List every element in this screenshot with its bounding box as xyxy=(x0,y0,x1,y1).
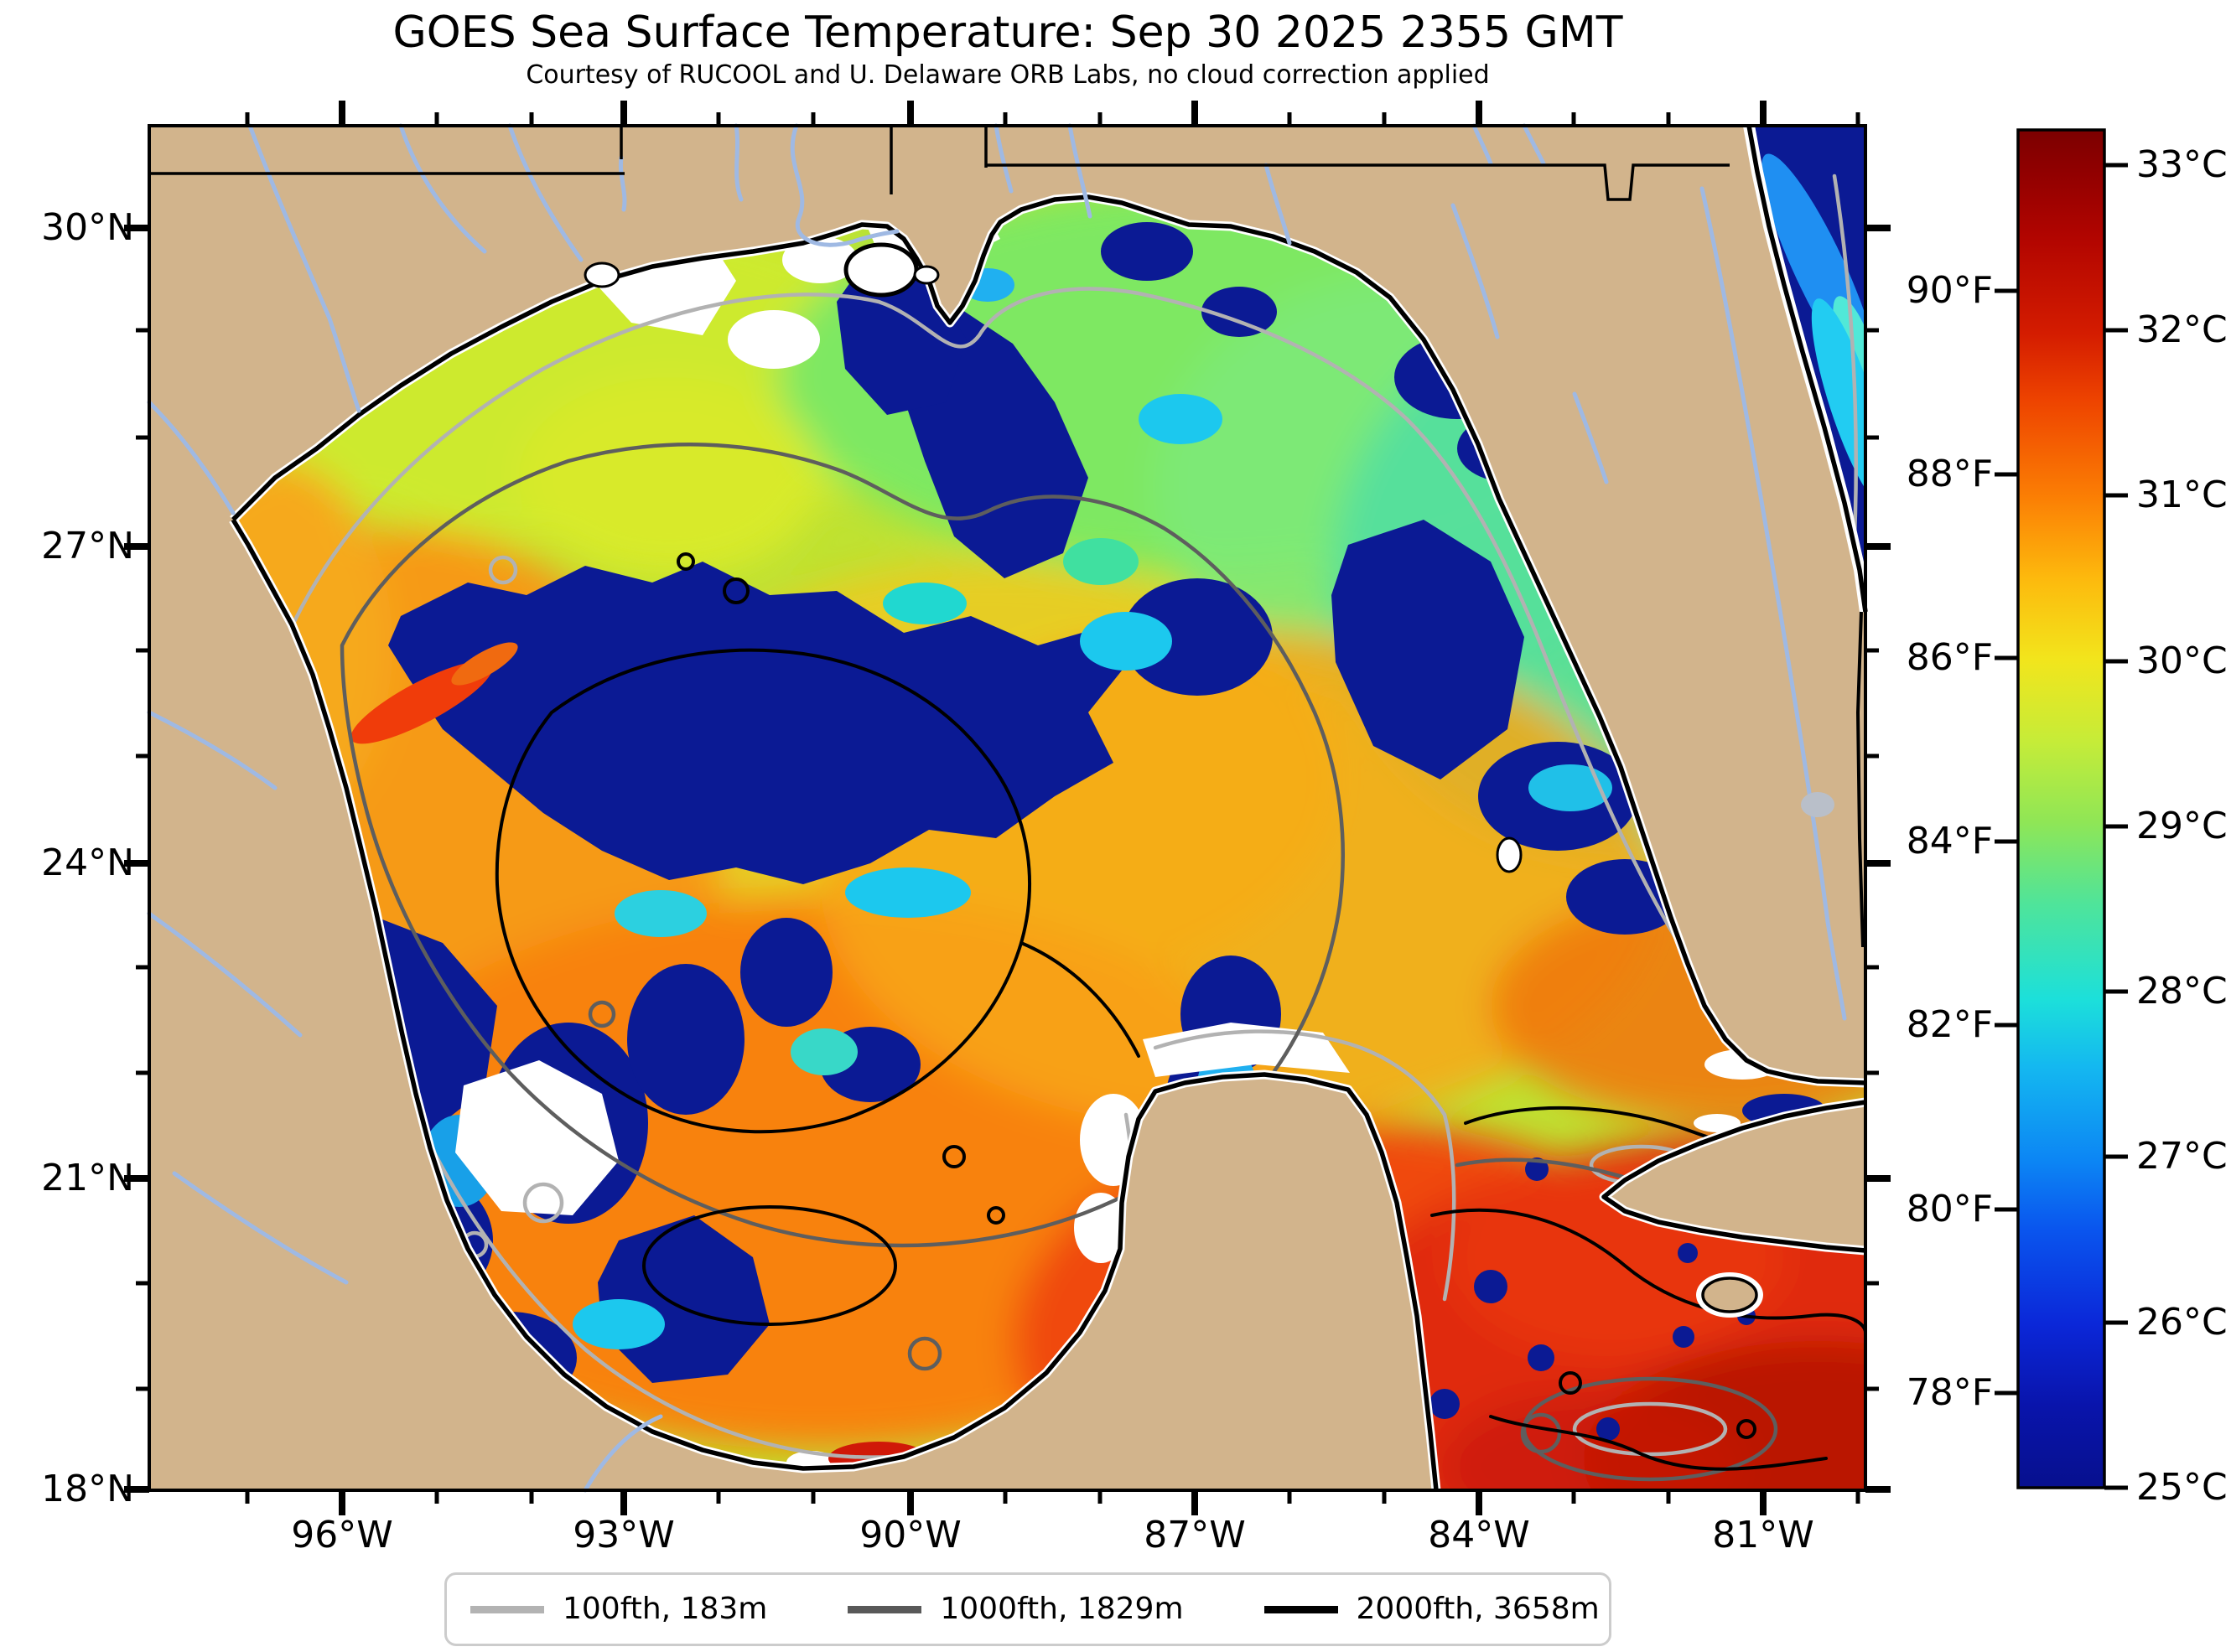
coast-edge-sliver xyxy=(1855,611,1865,948)
colorbar-fahrenheit-label: 78°F xyxy=(1906,1371,1993,1414)
lon-tick-label: 96°W xyxy=(291,1514,393,1556)
colorbar-fahrenheit-label: 90°F xyxy=(1906,269,1993,312)
lat-tick-label: 27°N xyxy=(41,525,134,567)
figure-title: GOES Sea Surface Temperature: Sep 30 202… xyxy=(392,8,1623,58)
lat-tick-label: 18°N xyxy=(41,1468,134,1510)
legend-item-1000fth: 1000fth, 1829m xyxy=(848,1591,1184,1628)
legend-item-100fth: 100fth, 183m xyxy=(470,1591,767,1628)
contour-100fth-line-sample xyxy=(470,1605,544,1613)
lon-tick-label: 81°W xyxy=(1712,1514,1814,1556)
galveston-bay xyxy=(584,262,620,288)
lon-tick-label: 84°W xyxy=(1428,1514,1530,1556)
colorbar-celsius-label: 26°C xyxy=(2136,1301,2228,1344)
legend-item-2000fth: 2000fth, 3658m xyxy=(1263,1591,1600,1628)
lon-tick-label: 93°W xyxy=(573,1514,675,1556)
lat-tick-label: 21°N xyxy=(41,1157,134,1199)
lake-okeechobee xyxy=(1801,792,1834,817)
rivers xyxy=(147,123,1847,1493)
colorbar-celsius-label: 30°C xyxy=(2136,640,2228,682)
lake-pontchartrain xyxy=(843,242,919,298)
axis-ticks xyxy=(124,101,1891,1515)
colorbar-celsius-label: 25°C xyxy=(2136,1466,2228,1509)
legend-label: 2000fth, 3658m xyxy=(1356,1592,1600,1626)
colorbar-fahrenheit-label: 80°F xyxy=(1906,1188,1993,1230)
contour-1000fth-line-sample xyxy=(848,1605,922,1613)
colorbar-fahrenheit-label: 88°F xyxy=(1906,453,1993,495)
coastline xyxy=(231,194,1866,1491)
lon-tick-label: 90°W xyxy=(859,1514,962,1556)
lat-tick-label: 24°N xyxy=(41,842,134,884)
colorbar xyxy=(1995,128,2128,1490)
state-borders xyxy=(149,126,1730,201)
legend-label: 100fth, 183m xyxy=(563,1592,768,1626)
sst-map xyxy=(147,123,1871,1493)
lat-tick-label: 30°N xyxy=(41,206,134,249)
figure-subtitle: Courtesy of RUCOOL and U. Delaware ORB L… xyxy=(526,60,1490,90)
bathymetry-legend: 100fth, 183m 1000fth, 1829m 2000fth, 365… xyxy=(444,1572,1611,1646)
colorbar-fahrenheit-label: 86°F xyxy=(1906,636,1993,679)
lon-tick-label: 87°W xyxy=(1144,1514,1246,1556)
lake-borgne xyxy=(913,265,940,285)
tampa-bay xyxy=(1496,836,1523,873)
colorbar-fahrenheit-label: 82°F xyxy=(1906,1003,1993,1046)
colorbar-celsius-label: 33°C xyxy=(2136,143,2228,186)
legend-label: 1000fth, 1829m xyxy=(940,1592,1184,1626)
colorbar-celsius-label: 32°C xyxy=(2136,308,2228,351)
colorbar-fahrenheit-label: 84°F xyxy=(1906,820,1993,862)
contour-2000fth-line-sample xyxy=(1263,1605,1338,1613)
colorbar-celsius-label: 31°C xyxy=(2136,474,2228,516)
colorbar-celsius-label: 27°C xyxy=(2136,1135,2228,1178)
colorbar-celsius-label: 29°C xyxy=(2136,805,2228,847)
colorbar-celsius-label: 28°C xyxy=(2136,970,2228,1012)
isle-of-youth xyxy=(1701,1277,1758,1313)
florida-east-coastline xyxy=(1746,125,1868,613)
